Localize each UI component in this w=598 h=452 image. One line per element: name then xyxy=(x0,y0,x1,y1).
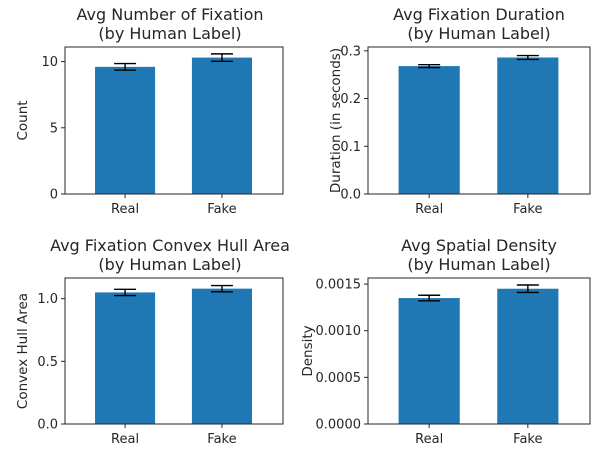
bar-fake xyxy=(191,288,252,424)
chart-title-line: Avg Fixation Duration xyxy=(393,5,565,24)
chart-title: Avg Fixation Duration (by Human Label) xyxy=(393,5,565,43)
y-tick-label: 0.3 xyxy=(340,44,361,59)
x-tick-label-fake: Fake xyxy=(207,432,236,447)
chart-title: Avg Number of Fixation (by Human Label) xyxy=(77,5,264,43)
x-tick-label-real: Real xyxy=(415,432,443,447)
plot-frame xyxy=(64,277,284,425)
chart-title-line: (by Human Label) xyxy=(407,24,550,43)
y-axis-label: Duration (in seconds) xyxy=(328,48,344,193)
y-axis-label: Count xyxy=(15,100,31,140)
y-tick-label: 0.0 xyxy=(37,418,58,433)
chart-panel-4: Avg Spatial Density (by Human Label) Real F… xyxy=(300,236,591,447)
bar-fake xyxy=(497,288,559,424)
bar-real xyxy=(398,298,460,424)
chart-title-line: (by Human Label) xyxy=(98,24,241,43)
bar-fake xyxy=(191,57,252,195)
bar-real xyxy=(95,66,156,194)
y-axis-label: Density xyxy=(300,325,316,376)
chart-title-line: Avg Fixation Convex Hull Area xyxy=(50,236,290,255)
chart-title: Avg Spatial Density (by Human Label) xyxy=(401,236,557,274)
y-tick-label: 1.0 xyxy=(37,292,58,307)
plot-frame xyxy=(64,46,284,195)
chart-title-line: Avg Number of Fixation xyxy=(77,5,264,24)
y-tick-label: 0.1 xyxy=(340,140,361,155)
y-tick-label: 5 xyxy=(50,121,58,136)
chart-panel-2: Avg Fixation Duration (by Human Label) Rea… xyxy=(328,5,591,217)
y-tick-label: 0 xyxy=(50,188,58,203)
chart-panel-1: Avg Number of Fixation (by Human Label) Re… xyxy=(15,5,284,217)
plot-frame xyxy=(367,46,591,195)
y-tick-label: 0.0015 xyxy=(316,278,362,293)
bar-fake xyxy=(497,57,559,194)
chart-title-line: (by Human Label) xyxy=(98,255,241,274)
plot-frame xyxy=(367,277,591,425)
y-axis-label: Convex Hull Area xyxy=(15,293,31,409)
x-tick-label-fake: Fake xyxy=(513,432,542,447)
y-tick-label: 0.0005 xyxy=(316,371,362,386)
chart-title-line: Avg Spatial Density xyxy=(401,236,557,255)
y-tick-label: 0.0 xyxy=(340,188,361,203)
y-tick-label: 10 xyxy=(41,55,58,70)
x-tick-label-fake: Fake xyxy=(513,202,542,217)
bar-real xyxy=(398,66,460,194)
y-tick-label: 0.5 xyxy=(37,355,58,370)
chart-panel-3: Avg Fixation Convex Hull Area (by Human L… xyxy=(15,236,290,447)
y-tick-label: 0.0010 xyxy=(316,324,362,339)
chart-title: Avg Fixation Convex Hull Area (by Human L… xyxy=(50,236,290,274)
y-tick-label: 0.0000 xyxy=(316,418,362,433)
x-tick-label-fake: Fake xyxy=(207,202,236,217)
y-tick-label: 0.2 xyxy=(340,92,361,107)
x-tick-label-real: Real xyxy=(111,202,139,217)
bar-real xyxy=(95,292,156,424)
x-tick-label-real: Real xyxy=(111,432,139,447)
chart-title-line: (by Human Label) xyxy=(407,255,550,274)
x-tick-label-real: Real xyxy=(415,202,443,217)
